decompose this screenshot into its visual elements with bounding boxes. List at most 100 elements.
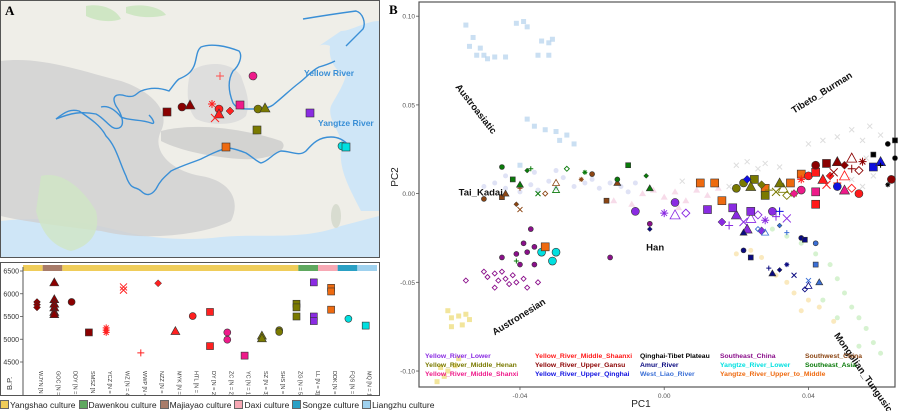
pca-point — [481, 52, 487, 58]
pca-point — [747, 254, 754, 261]
pca-point — [796, 185, 806, 195]
pca-point — [632, 180, 638, 186]
pca-x-tick-label: 0.00 — [658, 393, 671, 400]
map-site-marker-circle — [177, 102, 187, 112]
pca-point — [768, 269, 777, 277]
pca-point — [769, 226, 775, 232]
pca-point — [759, 254, 765, 260]
pca-point — [670, 198, 680, 207]
pca-point — [445, 308, 451, 314]
pca-point — [646, 220, 653, 227]
pca-point — [520, 240, 527, 247]
pca-point — [848, 176, 855, 183]
pca-point — [748, 247, 754, 253]
pca-svg: 0.100.050.00-0.05-0.10 -0.04 0.00 0.04 Aus… — [390, 1, 898, 415]
pca-point — [728, 203, 738, 213]
pca-point — [703, 191, 711, 198]
map-site-marker-square — [221, 142, 231, 152]
pca-y-label: PC2 — [390, 167, 401, 187]
pca-legend-item: Yangtze_River_Lower — [720, 362, 791, 369]
pca-point — [745, 180, 757, 191]
pca-point — [695, 178, 705, 188]
legend-label: Songze culture — [302, 399, 360, 410]
pca-point — [827, 262, 833, 268]
pca-point — [884, 141, 891, 147]
pca-point — [757, 180, 766, 190]
pca-annotation-han: Han — [646, 242, 664, 253]
pca-point — [822, 180, 831, 190]
pca-point — [791, 290, 797, 296]
pca-point — [834, 315, 840, 321]
pca-legend-item: Yellow_River_Middle_Shanxi — [425, 371, 518, 378]
pca-point — [840, 160, 849, 170]
pca-point — [817, 173, 829, 184]
pca-point — [740, 247, 747, 254]
site-label: WZ [N = 4] — [124, 371, 130, 395]
pca-point — [771, 187, 781, 197]
pca-point — [833, 182, 842, 191]
pca-point — [854, 189, 864, 198]
pca-point — [571, 184, 577, 190]
pca-point — [639, 190, 647, 197]
pca-point — [535, 187, 541, 193]
pca-point — [517, 162, 523, 168]
map-site-marker-square — [162, 107, 172, 117]
pca-point — [480, 268, 488, 275]
pca-point — [822, 159, 831, 168]
pca-point — [847, 164, 856, 173]
pca-legend-item: Yellow_River_Upper_Gansu — [535, 362, 625, 369]
map-green-sw — [36, 175, 98, 251]
panel-label-a: A — [5, 3, 15, 18]
map-sea-bohai — [329, 39, 363, 76]
pca-point — [801, 286, 808, 293]
pca-point — [733, 162, 740, 169]
pca-point — [776, 267, 783, 273]
pca-point — [887, 175, 896, 184]
pca-legend: Yellow_River_Lower Yellow_River_Middle_He… — [425, 353, 862, 378]
pca-point — [744, 158, 751, 165]
timeplot-point — [170, 325, 181, 335]
legend-label: Daxi culture — [244, 399, 290, 410]
legend-item-majiayao: Majiayao culture — [159, 400, 231, 410]
pca-point — [742, 175, 752, 184]
y-tick-label: 6000 — [3, 291, 19, 298]
site-label: DDK [N = 4] — [331, 371, 337, 395]
pca-point — [870, 340, 876, 346]
pca-point — [877, 132, 884, 138]
pca-point — [524, 116, 530, 122]
timeplot-point — [67, 298, 76, 306]
map-site-marker-star — [208, 100, 216, 108]
pca-point — [797, 175, 806, 184]
legend-item-liangzhu: Liangzhu culture — [362, 400, 434, 410]
legend-item-dawenkou: Dawenkou culture — [78, 400, 157, 410]
pca-point — [791, 272, 797, 279]
yellow-river-upper-loop — [100, 105, 155, 125]
pca-point — [492, 180, 498, 186]
y-tick-label: 5500 — [3, 314, 19, 321]
pca-point — [811, 199, 820, 209]
y-tick-label: 6500 — [3, 269, 19, 276]
pca-point — [452, 363, 458, 369]
pca-point — [542, 190, 549, 197]
pca-point — [481, 184, 487, 190]
legend-label: Liangzhu culture — [372, 399, 435, 410]
pca-point — [485, 56, 491, 62]
pca-point — [776, 222, 783, 229]
pca-point — [502, 275, 509, 282]
map-loess-plateau — [187, 64, 249, 124]
pca-point — [517, 189, 523, 195]
pca-point — [474, 52, 480, 58]
pca-point — [802, 236, 808, 243]
pca-point — [625, 189, 631, 195]
pca-legend-item: Yellow_River_Lower — [425, 353, 491, 360]
pca-point — [772, 212, 780, 221]
site-label: GOC [N = 6] — [54, 371, 60, 395]
pca-point — [517, 206, 523, 213]
site-label: MYK [N = 1] — [175, 371, 181, 395]
pca-point — [829, 167, 839, 177]
pca-points — [434, 19, 898, 385]
legend-label: Yangshao culture — [10, 399, 76, 410]
pca-point — [847, 183, 857, 193]
pca-point — [513, 201, 520, 208]
site-label: SMSZ [N = 2] — [89, 371, 95, 395]
